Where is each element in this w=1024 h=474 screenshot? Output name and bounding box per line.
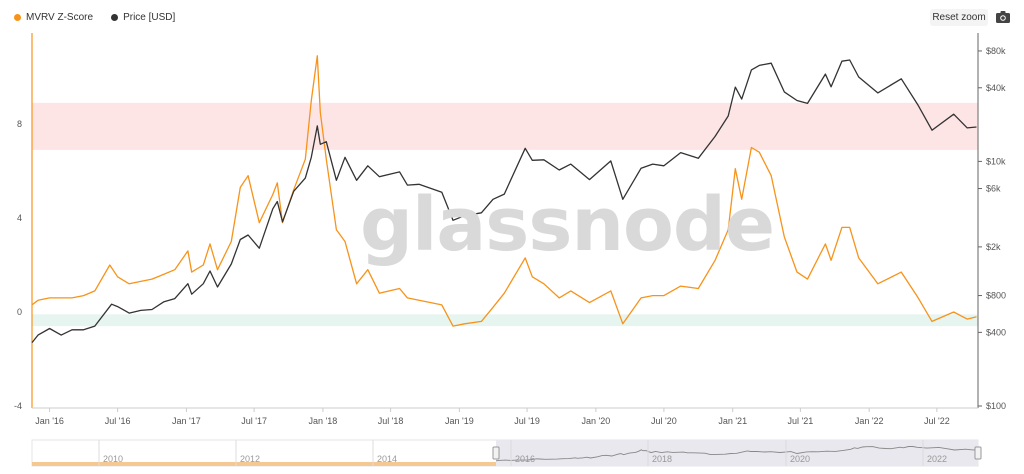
camera-icon[interactable] [996,11,1010,23]
legend-label-price: Price [USD] [123,12,176,23]
x-tick-label: Jan '21 [718,416,747,426]
x-tick-label: Jul '22 [924,416,950,426]
navigator-left-handle[interactable] [492,446,500,460]
navigator-label: 2018 [652,454,672,464]
right-tick-label: $2k [986,242,1001,252]
x-tick-label: Jan '19 [445,416,474,426]
legend-item-price[interactable]: Price [USD] [111,12,175,23]
x-tick-label: Jul '16 [105,416,131,426]
x-tick-label: Jul '18 [378,416,404,426]
x-tick-label: Jul '21 [788,416,814,426]
right-tick-label: $10k [986,156,1006,166]
y-axis-left: -4 0 4 8 [14,33,979,411]
x-tick-label: Jan '17 [172,416,201,426]
zscore-line [31,55,977,327]
right-tick-label: $800 [986,291,1006,301]
legend-dot-zscore [14,14,21,21]
range-navigator[interactable]: 2010 2012 2014 2016 2018 2020 2022 [31,439,982,467]
reset-zoom-button[interactable]: Reset zoom [930,9,988,26]
legend-item-zscore[interactable]: MVRV Z-Score [14,12,93,23]
right-tick-label: $40k [986,83,1006,93]
band-1 [32,314,978,327]
x-tick-label: Jul '19 [514,416,540,426]
series-lines [31,55,977,344]
right-tick-label: $400 [986,327,1006,337]
legend: MVRV Z-Score Price [USD] [14,12,175,23]
navigator-early-fill [32,462,496,466]
navigator-label: 2012 [240,454,260,464]
left-tick-label: -4 [14,401,22,411]
navigator-price-line [495,446,978,462]
left-tick-label: 4 [17,213,22,223]
x-tick-label: Jan '22 [855,416,884,426]
x-axis: Jan '16 Jul '16 Jan '17 Jul '17 Jan '18 Jul '… [35,408,950,426]
band-0 [32,102,978,150]
navigator-label: 2022 [927,454,947,464]
right-tick-label: $6k [986,184,1001,194]
x-tick-label: Jan '20 [581,416,610,426]
y-axis-right: $100 $400 $800 $2k $6k $10k $40k $80k [978,46,1006,411]
right-tick-label: $80k [986,46,1006,56]
navigator-label: 2014 [377,454,397,464]
legend-label-zscore: MVRV Z-Score [26,12,94,23]
x-tick-label: Jan '16 [35,416,64,426]
navigator-label: 2020 [790,454,810,464]
navigator-label: 2016 [515,454,535,464]
price-line [31,59,977,344]
navigator-label: 2010 [103,454,123,464]
x-tick-label: Jan '18 [309,416,338,426]
left-tick-label: 8 [17,119,22,129]
x-tick-label: Jul '20 [651,416,677,426]
left-tick-label: 0 [17,307,22,317]
watermark-logo: glassnode [360,182,775,268]
navigator-right-handle[interactable] [974,446,982,460]
right-tick-label: $100 [986,401,1006,411]
legend-dot-price [111,14,119,21]
x-tick-label: Jul '17 [241,416,267,426]
zone-bands [32,102,978,327]
